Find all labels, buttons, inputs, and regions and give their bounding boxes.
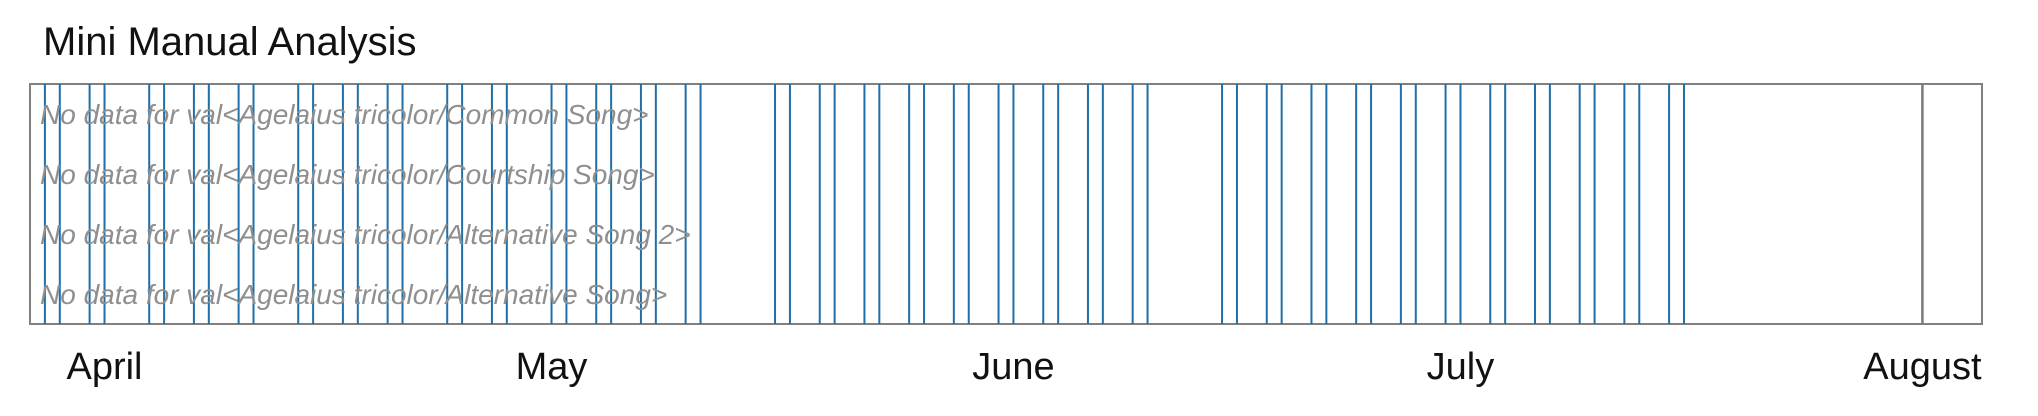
chart-title: Mini Manual Analysis	[43, 20, 417, 64]
plot-frame	[29, 83, 1983, 325]
recording-lines	[43, 84, 1685, 324]
row-label: No data for val<Agelaius tricolor/Altern…	[40, 279, 667, 310]
month-tick-labels: April May June July August	[66, 346, 1981, 388]
row-label: No data for val<Agelaius tricolor/Common…	[40, 99, 649, 130]
month-tick-label: July	[1427, 346, 1495, 388]
row-label: No data for val<Agelaius tricolor/Courts…	[40, 159, 655, 190]
month-tick-label: August	[1863, 346, 1982, 388]
month-tick-label: June	[972, 346, 1054, 388]
month-tick-label: May	[516, 346, 588, 388]
month-tick-label: April	[66, 346, 142, 388]
row-labels: No data for val<Agelaius tricolor/Common…	[40, 99, 691, 310]
row-label: No data for val<Agelaius tricolor/Altern…	[40, 219, 691, 250]
